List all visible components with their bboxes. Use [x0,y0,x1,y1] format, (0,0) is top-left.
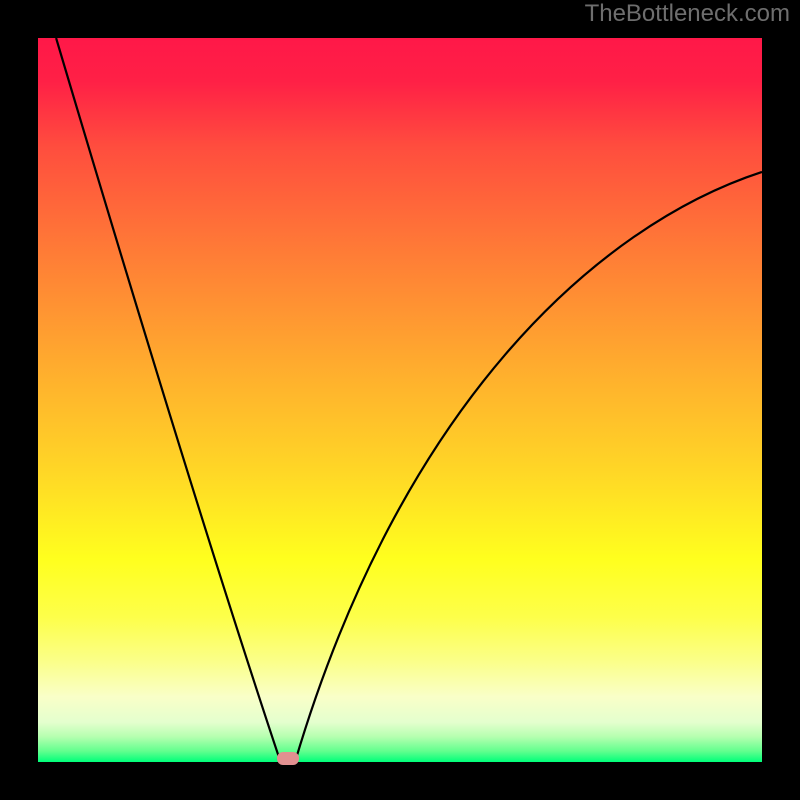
watermark-text: TheBottleneck.com [585,0,790,28]
plot-area [38,38,762,762]
bottleneck-marker [277,752,299,765]
chart-container: TheBottleneck.com [0,0,800,800]
